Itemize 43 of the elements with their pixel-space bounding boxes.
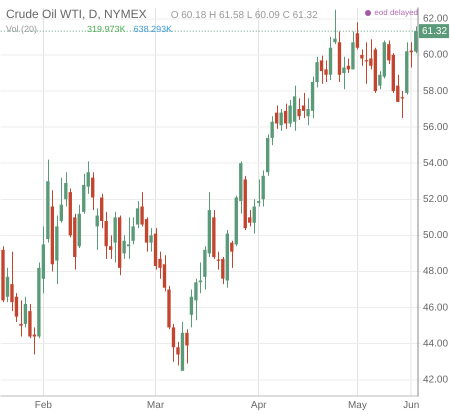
x-tick-label: Apr	[250, 400, 268, 411]
candlestick	[360, 49, 364, 66]
y-tick-label: 50.00	[422, 230, 448, 242]
candlestick	[262, 170, 265, 208]
candlestick	[172, 323, 176, 362]
chart-title: Crude Oil WTI, D, NYMEX	[6, 7, 147, 21]
y-tick-label: 58.00	[422, 86, 448, 97]
y-tick-label: 54.00	[422, 158, 448, 169]
ref-line-label: 61.32	[422, 26, 448, 37]
candlestick	[274, 104, 278, 130]
annotation: eod delayed	[374, 8, 418, 17]
candlestick	[279, 108, 283, 132]
candlestick	[230, 240, 234, 268]
candlestick	[252, 198, 256, 234]
y-tick-label: 56.00	[422, 122, 448, 133]
annotation: 638.293K	[134, 24, 172, 34]
candlestick	[284, 103, 288, 130]
x-tick-label: Jun	[403, 400, 420, 411]
candlestick	[410, 42, 413, 68]
candlestick	[64, 172, 68, 208]
y-tick-label: 62.00	[422, 14, 448, 25]
y-tick-label: 52.00	[422, 194, 448, 206]
candlestick	[342, 56, 346, 90]
candlestick	[324, 60, 328, 82]
chart-subtitle: O 60.18 H 61.58 L 60.09 C 61.32	[170, 10, 318, 21]
x-tick-label: Mar	[146, 400, 165, 411]
candlestick	[24, 296, 28, 328]
x-tick-label: May	[348, 400, 367, 411]
candlestick	[108, 234, 112, 260]
candlestick	[356, 22, 360, 50]
y-tick-label: 48.00	[422, 266, 448, 278]
y-tick-label: 42.00	[422, 374, 448, 386]
annotation: 319.973K	[87, 24, 126, 34]
candlestick	[96, 208, 99, 250]
y-tick-label: 60.00	[422, 50, 448, 61]
candlestick	[91, 172, 94, 211]
candlestick	[346, 58, 350, 74]
annotation: Vol (20)	[6, 24, 38, 34]
y-tick-label: 46.00	[422, 302, 448, 314]
candlestick	[136, 200, 140, 229]
candlestick	[302, 92, 306, 119]
y-tick-label: 44.00	[422, 338, 448, 350]
x-tick-label: Feb	[34, 400, 52, 411]
